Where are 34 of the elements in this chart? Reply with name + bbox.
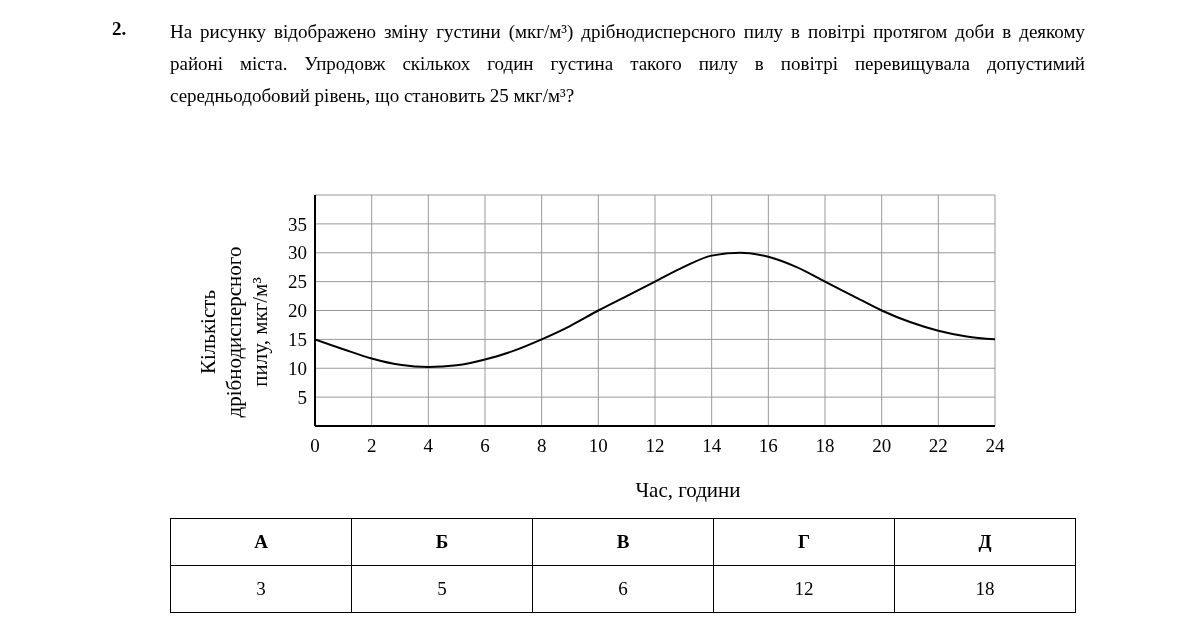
x-tick-label: 2 — [366, 435, 377, 456]
text: Д — [894, 518, 1076, 566]
x-tick-label: 8 — [536, 435, 547, 456]
x-tick-label: 10 — [588, 435, 608, 456]
y-tick-label: 10 — [288, 357, 307, 379]
x-tick-label: 20 — [872, 435, 892, 456]
text: Б — [351, 518, 533, 566]
y-axis-title: Кількість дрібнодисперсного пилу, мкг/м³ — [195, 245, 273, 420]
text: 6 — [532, 565, 714, 613]
x-tick-label: 14 — [702, 435, 722, 456]
x-tick-label: 4 — [423, 435, 434, 456]
y-tick-label: 15 — [288, 329, 307, 351]
y-tick-label: 20 — [288, 300, 307, 322]
text: 5 — [351, 565, 533, 613]
text: 2. — [112, 18, 127, 40]
text: 3 — [170, 565, 352, 613]
chart-title: На рисунку відображено зміну густини (мкг/м³) дрібнодисперсного пилу в повітрі протягом доби в деякому районі міста. Упродовж скількох годин густина такого пилу в повітрі перевищувала допустимий середньодобовий рівень, що становить 25 мкг/м³? — [170, 20, 1085, 108]
x-tick-label: 12 — [645, 435, 665, 456]
text: Г — [713, 518, 895, 566]
x-tick-label: 6 — [480, 435, 490, 456]
x-tick-label: 22 — [928, 435, 948, 456]
x-tick-label: 18 — [815, 435, 835, 456]
x-tick-label: 24 — [985, 435, 1005, 456]
text: А — [170, 518, 352, 566]
x-axis-title: Час, години — [634, 478, 742, 503]
text: 12 — [713, 565, 895, 613]
x-tick-label: 0 — [310, 435, 320, 456]
y-tick-label: 5 — [297, 386, 307, 408]
x-tick-label: 16 — [758, 435, 778, 456]
text: В — [532, 518, 714, 566]
y-tick-label: 30 — [288, 242, 307, 264]
text: 18 — [894, 565, 1076, 613]
y-tick-label: 35 — [288, 213, 307, 235]
y-tick-label: 25 — [288, 271, 307, 293]
